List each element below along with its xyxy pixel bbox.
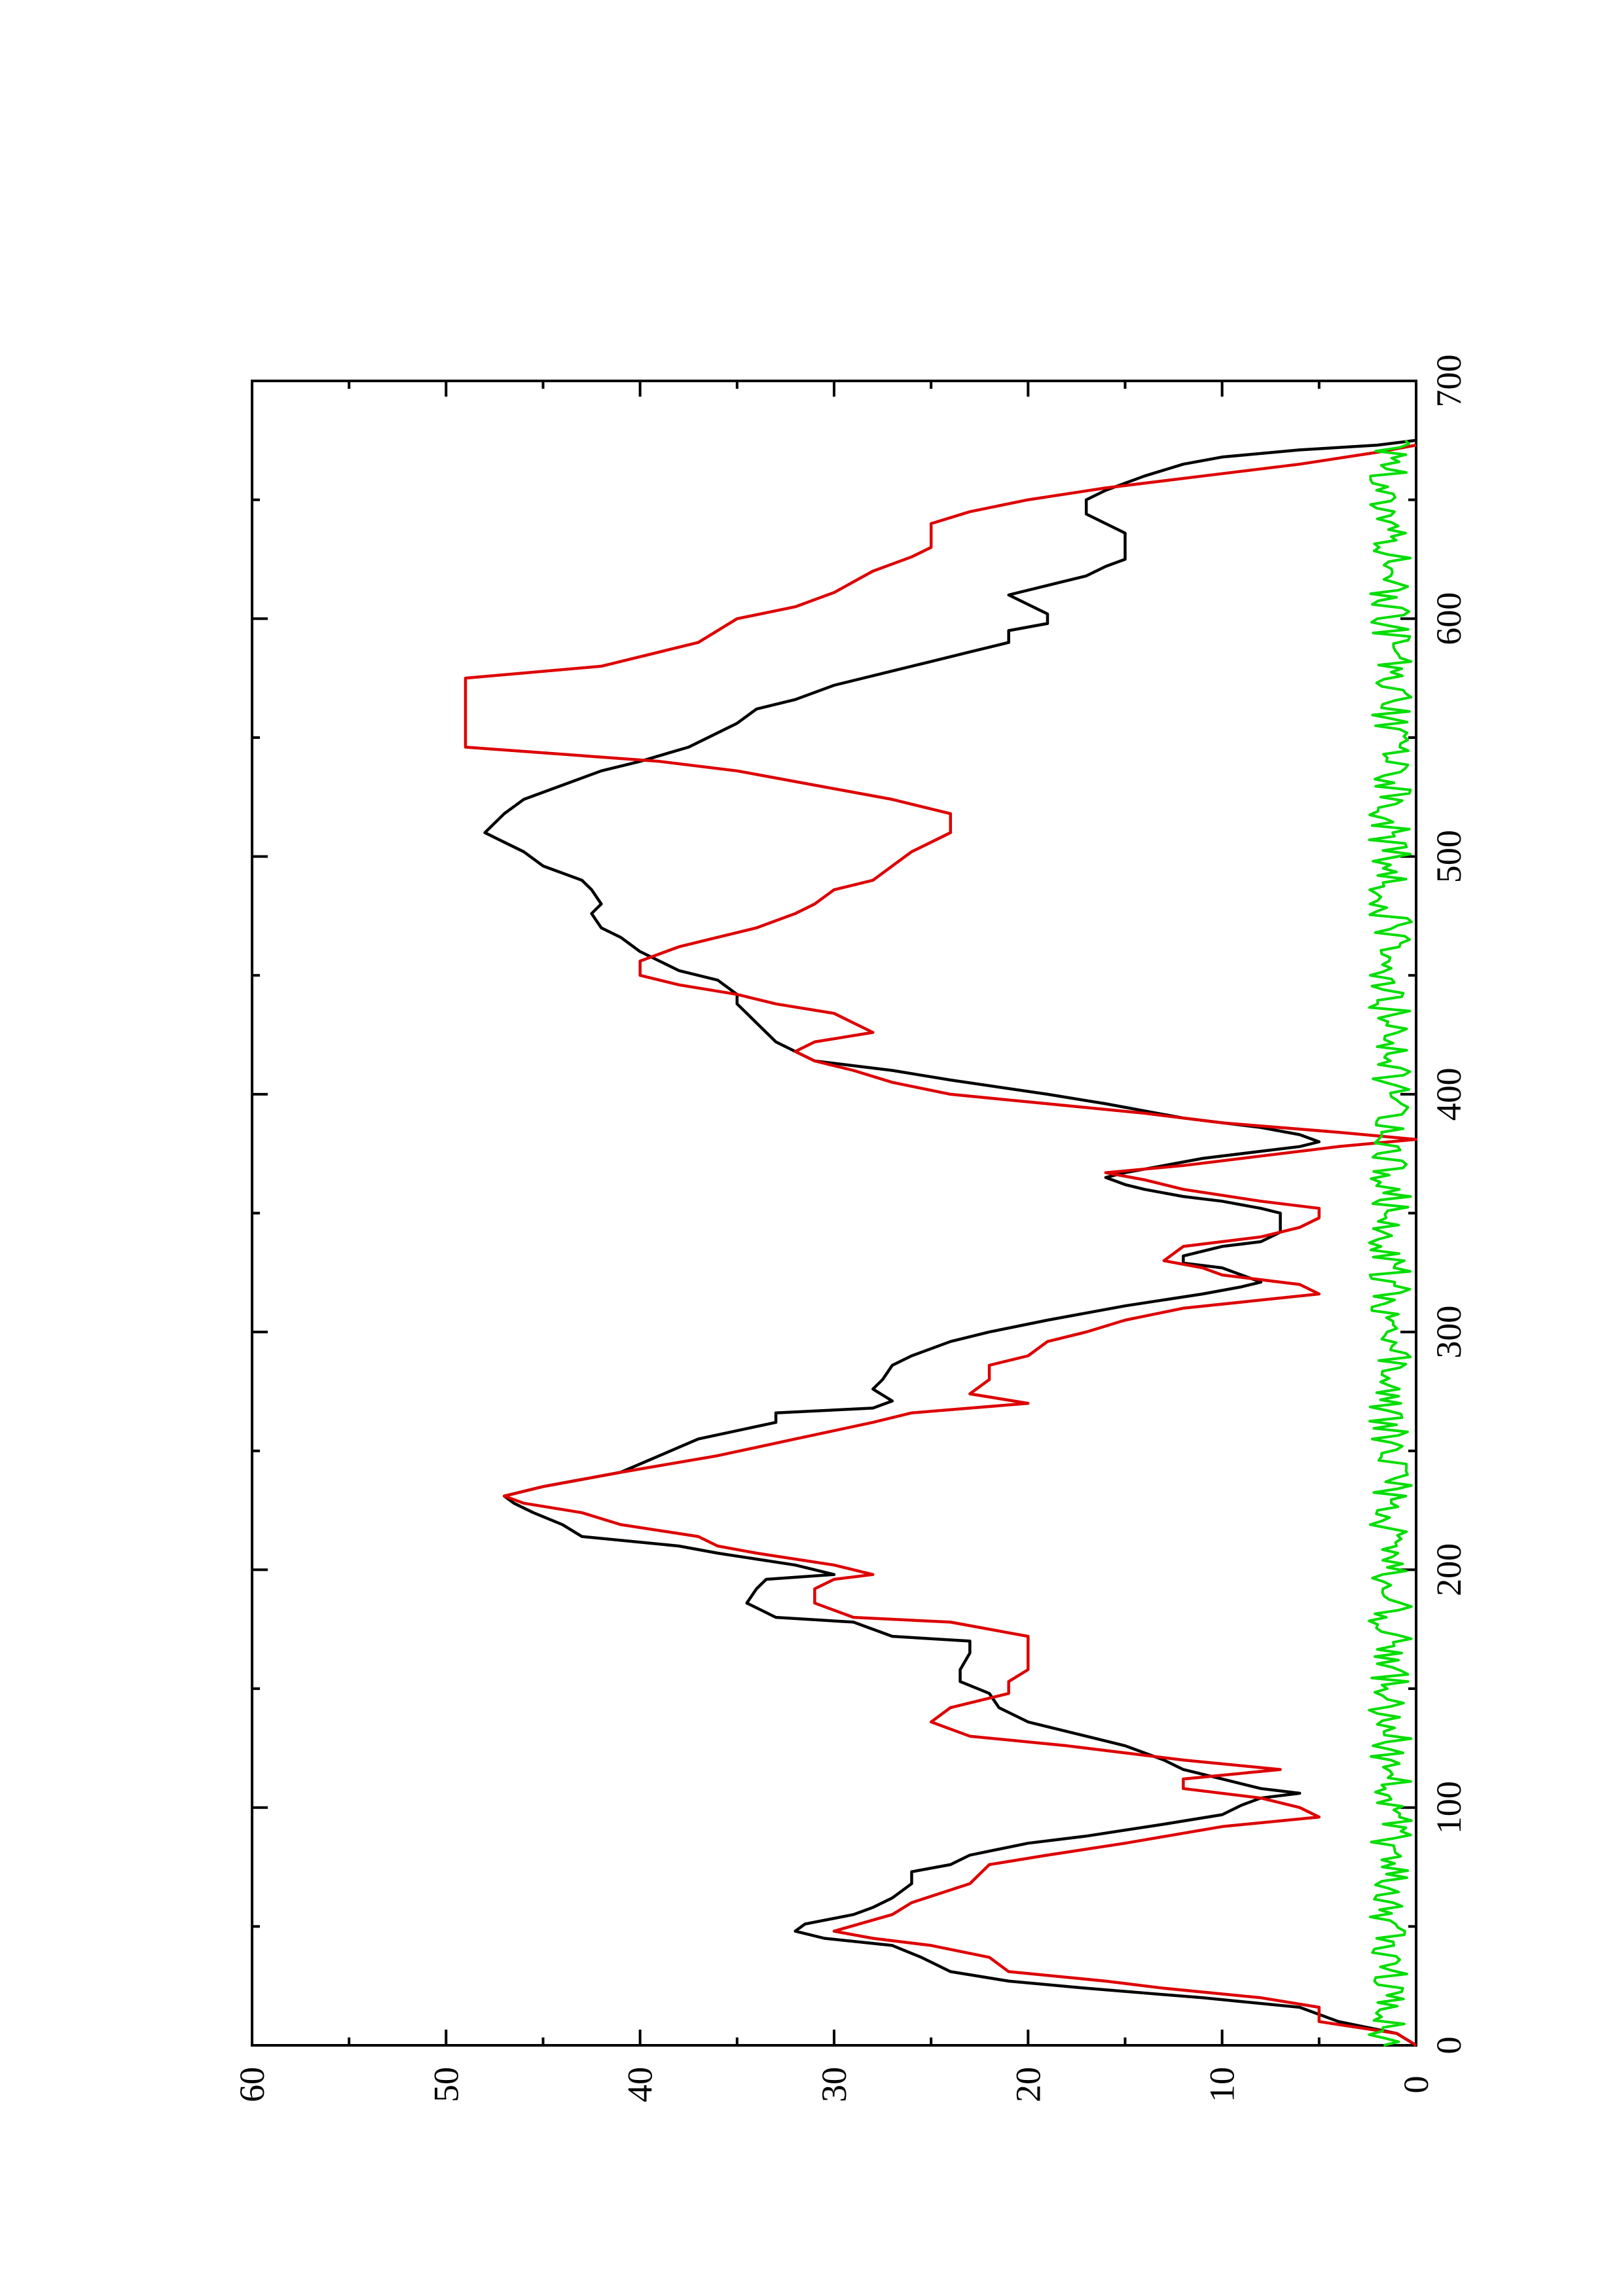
series-line-2 bbox=[464, 443, 1418, 2047]
x-tick-label: 0 bbox=[1429, 2037, 1468, 2054]
x-tick-label: 300 bbox=[1429, 1306, 1468, 1359]
x-tick-label: 100 bbox=[1429, 1781, 1468, 1834]
series-line-3 bbox=[1368, 439, 1413, 2047]
series-lines bbox=[464, 439, 1418, 2047]
y-tick-label: 60 bbox=[232, 2067, 272, 2102]
x-tick-label: 200 bbox=[1429, 1543, 1468, 1596]
x-tick-label: 400 bbox=[1429, 1067, 1468, 1121]
y-tick-label: 10 bbox=[1203, 2067, 1242, 2102]
tick-labels: 0 100 200 300 400 500 600 700 0 10 20 30 40 50 60 bbox=[232, 355, 1468, 2103]
y-tick-label: 20 bbox=[1008, 2067, 1048, 2102]
x-tick-label: 600 bbox=[1429, 592, 1468, 645]
x-tick-label: 500 bbox=[1429, 830, 1468, 883]
tick-marks bbox=[251, 380, 1417, 2047]
y-tick-label: 30 bbox=[814, 2067, 854, 2102]
y-tick-label: 40 bbox=[621, 2067, 660, 2102]
series-line-1 bbox=[483, 439, 1417, 2047]
y-tick-label: 0 bbox=[1396, 2076, 1436, 2094]
y-tick-label: 50 bbox=[426, 2067, 465, 2102]
x-tick-label: 700 bbox=[1429, 355, 1468, 408]
